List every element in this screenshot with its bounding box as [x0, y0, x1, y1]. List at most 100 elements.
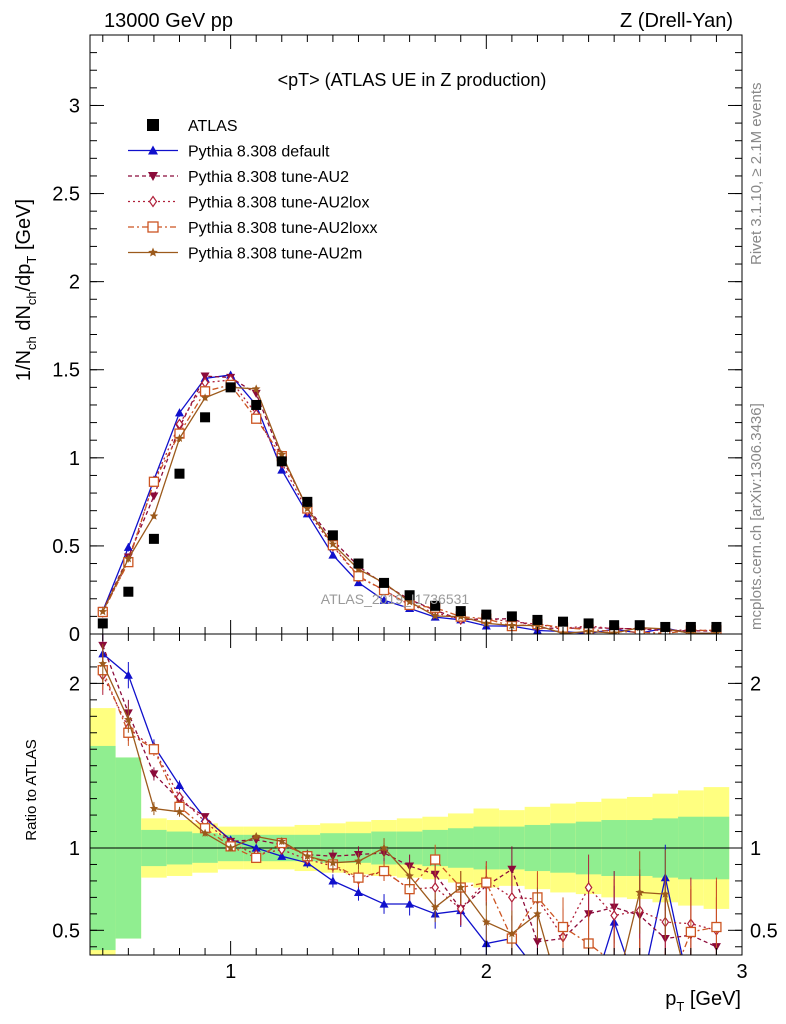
- ratio-point: [175, 807, 184, 816]
- ratio-tick-label-right: 1: [750, 838, 761, 860]
- ratio-point: [635, 992, 644, 1000]
- ratio-point: [251, 852, 262, 864]
- ratio-point: [559, 975, 568, 983]
- y-tick-label: 2: [69, 272, 80, 294]
- ratio-point: [635, 975, 644, 984]
- watermark-label: ATLAS_2019_I1736531: [321, 591, 470, 607]
- ratio-point: [507, 891, 516, 903]
- y-axis-label: 1/Nch dNch/dpT [GeV]: [13, 199, 39, 381]
- data-point: [174, 468, 185, 479]
- series-point: [123, 542, 133, 551]
- ratio-plot-panel: 0.5 0.5 1 1 2 2 1 2 3: [52, 633, 778, 1008]
- series-point: [456, 612, 465, 621]
- series-point: [149, 492, 159, 501]
- legend-marker: [147, 221, 159, 233]
- ratio-tick-label-right: 0.5: [750, 920, 778, 942]
- y-tick-label: 3: [69, 95, 80, 117]
- y-tick-label: 2.5: [52, 184, 80, 206]
- ratio-point: [149, 804, 159, 813]
- ratio-point: [533, 909, 542, 918]
- ratio-point: [685, 926, 697, 938]
- data-point: [97, 618, 108, 629]
- legend-label: Pythia 8.308 tune-AU2: [188, 169, 349, 186]
- ratio-point: [226, 843, 235, 852]
- y-tick-label: 0.5: [52, 536, 80, 558]
- data-point: [685, 621, 696, 632]
- series-point: [277, 465, 287, 474]
- ratio-point: [557, 921, 569, 933]
- ratio-point: [328, 876, 338, 885]
- main-plot-panel: 0 0.5 1 1.5 2 2.5 3 <pT> (ATLAS UE in Z produc…: [52, 34, 743, 646]
- data-point: [532, 614, 543, 625]
- data-point: [302, 496, 313, 507]
- data-point: [583, 618, 594, 629]
- ratio-point: [378, 865, 390, 877]
- legend-label: ATLAS: [188, 118, 238, 135]
- series-point: [200, 393, 210, 402]
- series-point: [277, 449, 286, 459]
- ratio-point: [175, 791, 184, 803]
- data-point: [225, 382, 236, 393]
- ratio-point: [584, 1000, 593, 1008]
- series-point: [353, 571, 364, 582]
- ratio-axis-ticks: 0.5 0.5 1 1 2 2 1 2 3: [52, 633, 778, 983]
- main-axis-ticks: 0 0.5 1 1.5 2 2.5 3: [52, 34, 742, 646]
- ratio-point: [405, 871, 414, 880]
- ratio-point: [277, 836, 286, 846]
- chart-title: <pT> (ATLAS UE in Z production): [278, 70, 547, 90]
- data-point: [455, 606, 466, 617]
- ratio-point: [303, 851, 312, 860]
- ratio-point: [507, 929, 517, 938]
- series-point: [251, 413, 262, 424]
- series-point: [303, 504, 312, 513]
- y-tick-label: 1: [69, 448, 80, 470]
- legend-label: Pythia 8.308 tune-AU2loxx: [188, 220, 377, 237]
- data-point: [558, 616, 569, 627]
- data-point: [430, 600, 441, 611]
- ratio-point: [98, 659, 108, 668]
- ratio-point: [430, 854, 441, 865]
- data-point: [634, 620, 645, 631]
- ratio-point: [610, 992, 619, 1000]
- ratio-tick-label-left: 0.5: [52, 920, 80, 942]
- series-point: [251, 384, 261, 393]
- ratio-point: [610, 909, 619, 922]
- ratio-point: [430, 902, 440, 911]
- data-point: [711, 621, 722, 632]
- ratio-point: [124, 715, 133, 724]
- ratio-point: [482, 917, 491, 926]
- header-right: Z (Drell-Yan): [620, 10, 733, 32]
- legend-label: Pythia 8.308 tune-AU2m: [188, 246, 362, 263]
- ratio-point: [431, 881, 440, 894]
- ratio-point: [379, 899, 389, 908]
- ratio-point: [328, 858, 338, 867]
- series-point: [430, 611, 440, 620]
- data-point: [353, 558, 364, 569]
- series-point: [507, 621, 517, 630]
- ratio-point: [148, 744, 160, 755]
- data-point: [481, 609, 492, 620]
- ratio-point: [456, 903, 465, 915]
- data-point: [327, 530, 338, 541]
- legend-marker: [148, 172, 158, 181]
- data-point: [404, 590, 415, 601]
- ratio-point: [481, 877, 492, 888]
- series-point: [98, 607, 108, 616]
- legend-marker: [148, 195, 158, 208]
- legend: ATLAS Pythia 8.308 default Pythia 8.308 tu…: [128, 118, 377, 263]
- ratio-point: [635, 887, 644, 897]
- legend-marker: [148, 145, 158, 155]
- data-point: [379, 577, 390, 588]
- series-point: [328, 550, 338, 559]
- data-point: [251, 399, 262, 410]
- ratio-point: [711, 921, 722, 933]
- ratio-point: [507, 865, 517, 874]
- ratio-point: [661, 889, 670, 898]
- series-point: [379, 595, 389, 604]
- data-point: [276, 456, 287, 467]
- legend-marker: [147, 119, 159, 131]
- ratio-point: [251, 832, 261, 841]
- x-tick-label: 2: [481, 961, 492, 983]
- series-point: [200, 372, 210, 381]
- ratio-plot-frame: [89, 633, 743, 956]
